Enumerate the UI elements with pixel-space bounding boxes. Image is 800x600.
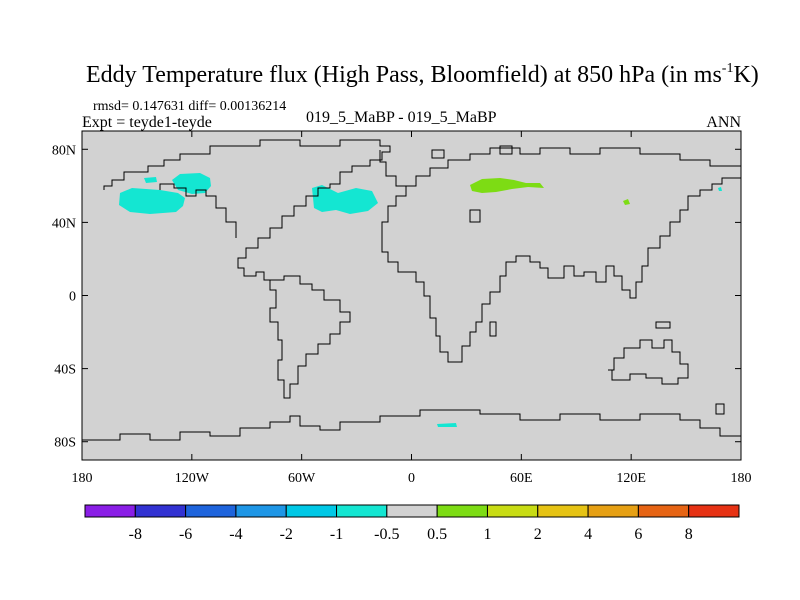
- anomaly-north-pacific: [119, 188, 185, 214]
- anomaly-ne-asia: [623, 199, 630, 205]
- colorbar-label: 4: [584, 526, 592, 543]
- colorbar-swatch: [436, 504, 488, 518]
- anomaly-layer: [119, 173, 722, 427]
- colorbar-label: -8: [129, 526, 142, 543]
- new-zealand-coast: [715, 403, 725, 415]
- colorbar-label: 2: [534, 526, 542, 543]
- x-tick-label: 180: [72, 471, 93, 486]
- x-tick-label: 0: [408, 471, 415, 486]
- colorbar-swatch: [637, 504, 690, 518]
- stats-label: rmsd= 0.147631 diff= 0.00136214: [93, 99, 286, 114]
- madagascar-coast: [489, 321, 497, 337]
- colorbar-label: -4: [229, 526, 242, 543]
- anomaly-bering: [718, 187, 722, 191]
- season-label: ANN: [706, 114, 741, 131]
- colorbar-label: -0.5: [374, 526, 399, 543]
- caspian-sea: [469, 209, 481, 223]
- colorbar-swatch: [336, 504, 388, 518]
- new-guinea-coast: [655, 321, 671, 329]
- runs-label: 019_5_MaBP - 019_5_MaBP: [306, 109, 497, 126]
- x-tick-label: 120W: [175, 471, 210, 486]
- colorbar-label: 0.5: [427, 526, 447, 543]
- x-tick-label: 120E: [616, 471, 646, 486]
- colorbar-swatch: [185, 504, 237, 518]
- anomaly-north-atlantic: [312, 185, 378, 214]
- colorbar-label: -2: [280, 526, 293, 543]
- south-america-coast: [269, 275, 351, 399]
- y-tick-label: 80S: [54, 436, 76, 451]
- novaya-zemlya-coast: [499, 145, 513, 155]
- colorbar-swatch: [386, 504, 438, 518]
- colorbar-swatch: [486, 504, 539, 518]
- chart-title: Eddy Temperature flux (High Pass, Bloomf…: [86, 61, 759, 88]
- eurasia-africa-coast: [379, 150, 741, 363]
- australia-coast: [608, 339, 689, 385]
- anomaly-western-russia: [470, 178, 544, 193]
- x-tick-label: 180: [731, 471, 752, 486]
- svalbard-coast: [431, 149, 445, 159]
- colorbar-label: 6: [634, 526, 642, 543]
- colorbar-label: 8: [685, 526, 693, 543]
- axes: 180 120W 60W 0 60E 120E 180 80N 40N 0 40S 80S: [52, 131, 752, 486]
- arctic-coast: [406, 147, 741, 187]
- colorbar-label: 1: [483, 526, 491, 543]
- x-tick-label: 60W: [288, 471, 316, 486]
- colorbar-swatch: [285, 504, 338, 518]
- colorbar-label: -1: [330, 526, 343, 543]
- colorbar-label: -6: [179, 526, 192, 543]
- north-america-coast: [103, 139, 391, 281]
- experiment-label: Expt = teyde1-teyde: [82, 114, 212, 131]
- anomaly-southern-ocean: [437, 423, 457, 427]
- colorbar-swatch: [688, 504, 740, 518]
- x-tick-label: 60E: [510, 471, 533, 486]
- colorbar-swatch: [84, 504, 136, 518]
- antarctica-coast: [82, 409, 741, 441]
- colorbar: -8 -6 -4 -2 -1 -0.5 0.5 1 2 4 6 8: [84, 504, 740, 543]
- colorbar-swatch: [537, 504, 589, 518]
- colorbar-swatch: [134, 504, 187, 518]
- colorbar-swatch: [587, 504, 639, 518]
- y-tick-label: 0: [69, 290, 76, 305]
- y-tick-label: 80N: [52, 143, 76, 158]
- y-tick-label: 40S: [54, 363, 76, 378]
- colorbar-swatch: [235, 504, 287, 518]
- anomaly-gulf-of-alaska: [172, 173, 211, 194]
- alaska-coast: [159, 183, 237, 238]
- y-tick-label: 40N: [52, 216, 76, 231]
- anomaly-small-pacific: [144, 177, 157, 183]
